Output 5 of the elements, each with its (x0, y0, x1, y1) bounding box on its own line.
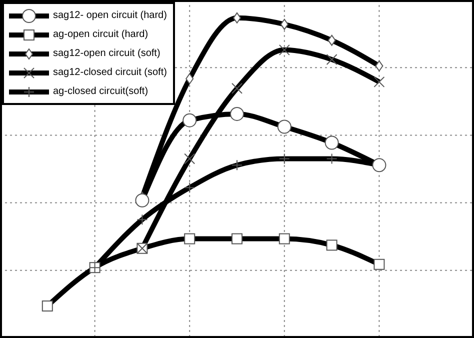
legend-label: ag-closed circuit(soft) (53, 86, 148, 97)
legend-label: sag12- open circuit (hard) (53, 10, 167, 21)
legend-label: sag12-open circuit (soft) (53, 48, 160, 59)
legend-label: sag12-closed circuit (soft) (53, 67, 167, 78)
legend-label: ag-open circuit (hard) (53, 29, 148, 40)
